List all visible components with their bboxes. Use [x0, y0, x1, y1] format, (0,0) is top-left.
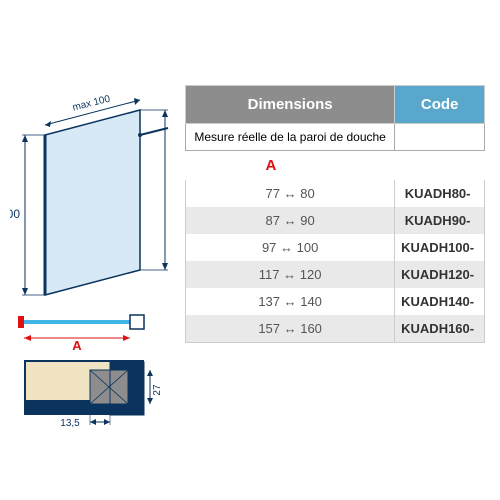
sub-header: Mesure réelle de la paroi de douche: [186, 124, 395, 151]
top-dim-label: max 100: [71, 93, 111, 113]
bar-letter: A: [72, 338, 82, 353]
table-row: 117 ↔ 120KUADH120-: [186, 261, 485, 288]
table-row: 137 ↔ 140KUADH140-: [186, 288, 485, 315]
detail-diagram: A 27 13,5: [10, 310, 170, 430]
dimensions-header: Dimensions: [186, 86, 395, 124]
detail-w: 13,5: [60, 418, 80, 429]
table-row: 87 ↔ 90KUADH90-: [186, 207, 485, 234]
dimensions-table: Dimensions Code Mesure réelle de la paro…: [185, 85, 485, 343]
code-header: Code: [395, 86, 485, 124]
column-letter: A: [186, 151, 485, 181]
table-row: 77 ↔ 80KUADH80-: [186, 180, 485, 207]
table-row: 97 ↔ 100KUADH100-: [186, 234, 485, 261]
table-header-row: Dimensions Code: [186, 86, 485, 124]
left-height-label: 200: [10, 207, 20, 221]
detail-h: 27: [152, 384, 163, 396]
table-row: 157 ↔ 160KUADH160-: [186, 315, 485, 343]
page: max 100 200 205 A: [0, 0, 500, 500]
